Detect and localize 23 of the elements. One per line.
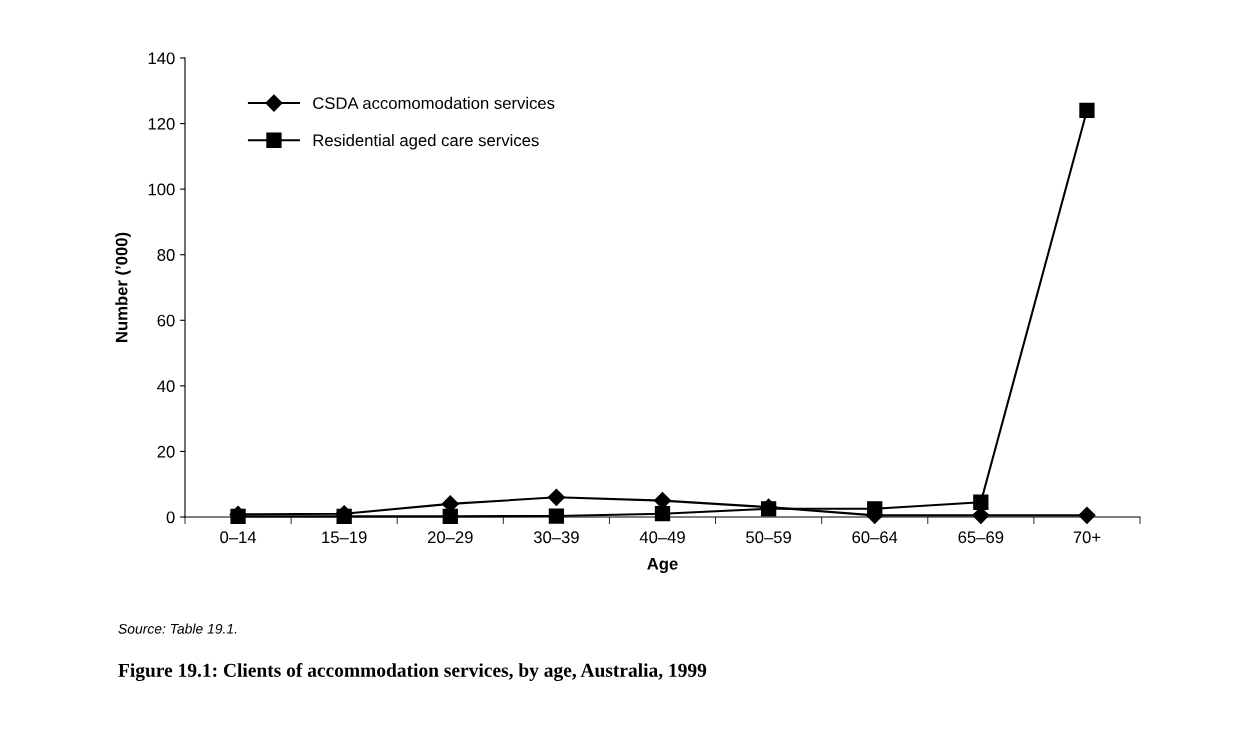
x-tick-label: 0–14: [220, 531, 257, 544]
y-tick-label: 60: [157, 314, 175, 327]
y-tick-label: 20: [157, 445, 175, 458]
y-tick-label: 40: [157, 380, 175, 393]
x-tick-label: 50–59: [746, 531, 791, 544]
y-tick-label: 100: [148, 183, 175, 196]
y-tick-label: 120: [148, 117, 175, 130]
x-tick-label: 65–69: [958, 531, 1004, 544]
x-tick-label: 40–49: [639, 531, 685, 544]
x-tick-label: 60–64: [852, 531, 898, 544]
legend-label: Residential aged care services: [313, 134, 539, 150]
y-tick-label: 0: [166, 511, 175, 524]
y-axis-title: Number (’000): [115, 232, 131, 342]
legend-label: CSDA accomomodation services: [313, 96, 555, 110]
x-axis-title: Age: [647, 558, 678, 574]
x-tick-label: 20–29: [427, 531, 473, 544]
text: Figure 19.1: Clients of accommodation services, by age, Australia, 1999: [118, 663, 707, 681]
x-tick-label: 15–19: [322, 531, 367, 544]
y-tick-label: 80: [157, 249, 175, 261]
x-tick-label: 70+: [1073, 531, 1101, 544]
source-note: Source: Table 19.1.: [118, 623, 237, 634]
y-tick-label: 140: [148, 52, 175, 65]
x-tick-label: 30–39: [533, 531, 579, 544]
